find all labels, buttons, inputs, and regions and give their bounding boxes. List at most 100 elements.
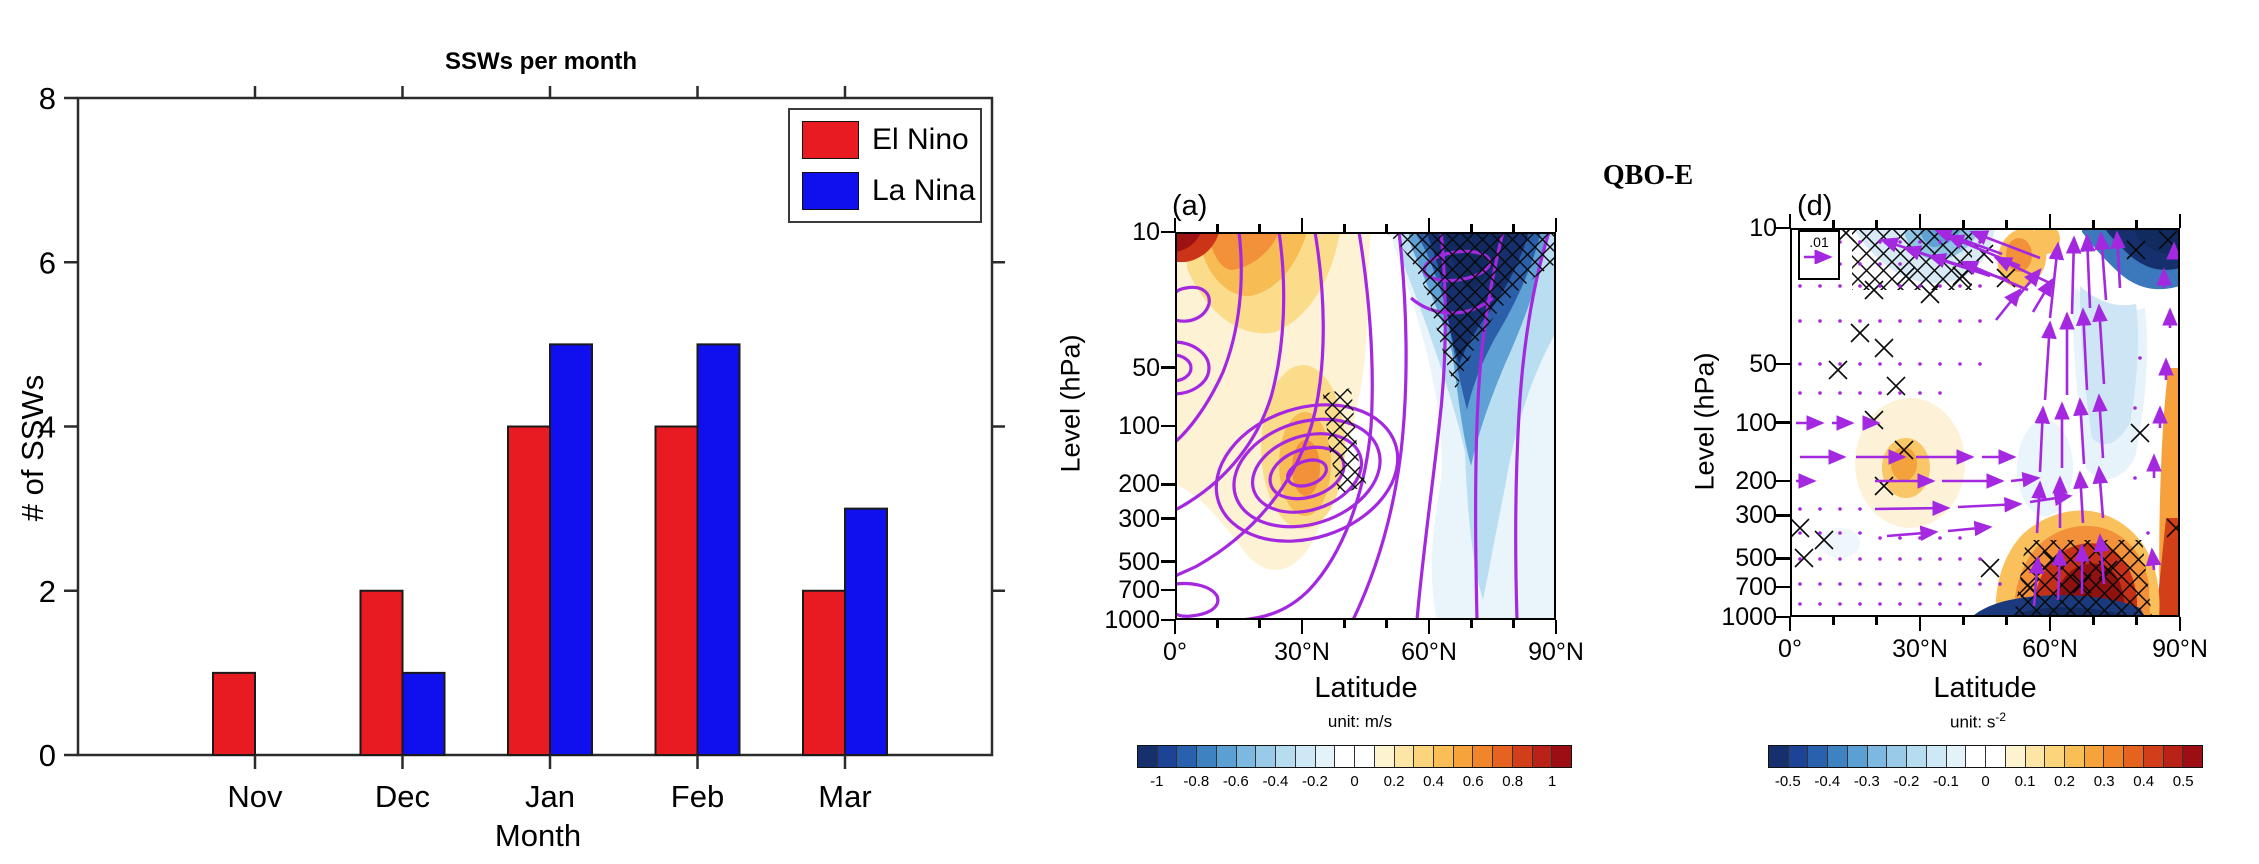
panel-a-x-tick [1470, 620, 1473, 628]
panel-a-colorbar-cell [1434, 746, 1454, 767]
bar-x-tick-label: Feb [671, 779, 724, 814]
panel-d-colorbar-cell [1769, 746, 1789, 767]
panel-a-colorbar-tick-label: -0.2 [1302, 773, 1328, 790]
bar-la-nina-jan [549, 343, 593, 756]
panel-a-plot [1175, 232, 1556, 620]
panel-a-colorbar-cell [1532, 746, 1553, 767]
bar-el-nino-feb [654, 425, 699, 756]
panel-d-y-tick [1776, 421, 1790, 424]
panel-d-y-tick [1776, 479, 1790, 483]
panel-a-x-tick-top [1427, 218, 1431, 232]
panel-a-x-tick-top [1343, 224, 1346, 232]
panel-d-colorbar-cell [2045, 746, 2066, 767]
panel-a-y-tick [1161, 424, 1175, 428]
panel-a-colorbar-cell [1256, 746, 1277, 767]
panel-a-x-tick-top [1385, 224, 1388, 232]
panel-d-y-tick [1776, 362, 1790, 366]
panel-d-colorbar [1768, 745, 2203, 768]
panel-a-colorbar-tick-label: 0 [1350, 773, 1359, 790]
panel-d-unit: unit: s-2 [1950, 710, 2006, 733]
panel-d-colorbar-cell [1847, 746, 1868, 767]
panel-a-y-tick [1161, 618, 1175, 622]
la-nina-swatch [802, 172, 859, 210]
panel-a-x-tick-top [1300, 218, 1304, 232]
el-nino-label: El Nino [872, 123, 969, 156]
panel-a-y-tick-label: 50 [1132, 353, 1160, 382]
panel-d-colorbar-tick-label: 0.3 [2093, 773, 2115, 790]
panel-a-unit: unit: m/s [1327, 712, 1393, 731]
panel-a-x-tick-top [1512, 224, 1515, 232]
panel-d-y-tick-label: 50 [1749, 349, 1777, 378]
panel-d-colorbar-tick-label: 0.5 [2172, 773, 2194, 790]
panel-a-y-tick [1161, 517, 1175, 520]
panel-a-xlabel: Latitude [1314, 672, 1418, 704]
panel-a-y-tick [1161, 560, 1175, 563]
panel-d-x-tick-top [1875, 220, 1878, 228]
panel-d-x-tick-label: 0° [1778, 635, 1802, 663]
bar-chart-title: SSWs per month [444, 48, 638, 75]
panel-a-x-tick [1173, 620, 1177, 634]
reference-vector-arrow [1804, 249, 1833, 265]
panel-d-y-tick-label: 10 [1749, 214, 1777, 242]
panel-a-colorbar-cell [1414, 746, 1435, 767]
panel-d-colorbar-cell [1788, 746, 1809, 767]
panel-a-hatching [1323, 232, 1556, 494]
panel-d-x-tick-top [1788, 214, 1792, 228]
panel-a-y-tick [1161, 588, 1175, 592]
panel-a-colorbar-tick-label: 0.4 [1423, 773, 1445, 790]
legend-item-la-nina: La Nina [802, 172, 975, 210]
panel-a-colorbar-tick-label: -0.4 [1262, 773, 1289, 790]
panel-d-x-tick [1832, 617, 1835, 625]
bar-chart-ylabel: # of SSWs [15, 374, 50, 522]
panel-a-y-tick-label: 700 [1118, 575, 1160, 604]
panel-d-x-tick [1875, 617, 1878, 625]
panel-d-colorbar-cell [1907, 746, 1927, 767]
panel-d-y-tick [1776, 557, 1790, 560]
panel-d-x-tick [2005, 617, 2008, 625]
panel-d-colorbar-tick-label: 0.1 [2014, 773, 2036, 790]
panel-d-colorbar-cell [2183, 746, 2203, 767]
panel-a-y-tick-label: 1000 [1104, 606, 1160, 634]
panel-d-y-tick [1776, 514, 1790, 517]
panel-a-colorbar-cell [1335, 746, 1356, 767]
panel-a-colorbar-tick-label: -0.6 [1222, 773, 1249, 790]
panel-d-colorbar-cell [1946, 746, 1967, 767]
el-nino-swatch [802, 121, 859, 159]
panel-a-colorbar-cell [1236, 746, 1257, 767]
bar-x-tick-label: Nov [227, 779, 283, 814]
panel-a-y-tick [1161, 366, 1175, 369]
panel-a-x-tick-top [1173, 218, 1177, 232]
bar-la-nina-dec [401, 671, 446, 756]
bar-el-nino-nov [212, 671, 256, 756]
panel-a-colorbar-cell [1552, 746, 1572, 767]
panel-d-x-tick-top [2178, 214, 2182, 228]
panel-d-colorbar-tick-label: -0.5 [1774, 773, 1801, 790]
panel-d-x-tick-top [1962, 220, 1965, 228]
panel-a-x-tick [1427, 620, 1431, 634]
panel-d-colorbar-cell [1808, 746, 1829, 767]
panel-a-y-tick [1161, 483, 1175, 486]
panel-d-plot [1790, 228, 2180, 617]
panel-d-x-tick-top [2048, 214, 2052, 228]
bar-y-tick-label: 2 [39, 574, 56, 609]
panel-a-colorbar-tick-label: -1 [1150, 773, 1164, 790]
bar-chart-legend: El Nino La Nina [788, 108, 982, 223]
panel-d-colorbar-tick-label: 0 [1981, 773, 1990, 790]
bar-el-nino-jan [507, 425, 551, 756]
panel-d-x-tick-label: 90°N [2152, 635, 2208, 663]
reference-vector-label: .01 [1809, 234, 1829, 250]
panel-d-colorbar-cell [2025, 746, 2046, 767]
panel-a-colorbar-cell [1138, 746, 1158, 767]
legend-item-el-nino: El Nino [802, 121, 969, 159]
panel-d-y-tick-label: 700 [1735, 572, 1777, 601]
panel-a-x-tick [1343, 620, 1346, 628]
panel-d-colorbar-cell [2124, 746, 2144, 767]
panel-d-x-tick [1962, 617, 1965, 625]
panel-a-colorbar-tick-label: 0.6 [1462, 773, 1484, 790]
panel-a-colorbar-tick-label: 1 [1548, 773, 1557, 790]
panel-d-colorbar-tick-label: -0.2 [1893, 773, 1920, 790]
panel-a-y-tick-label: 300 [1118, 504, 1160, 533]
panel-a-x-tick [1385, 620, 1388, 628]
panel-d-colorbar-cell [2005, 746, 2026, 767]
